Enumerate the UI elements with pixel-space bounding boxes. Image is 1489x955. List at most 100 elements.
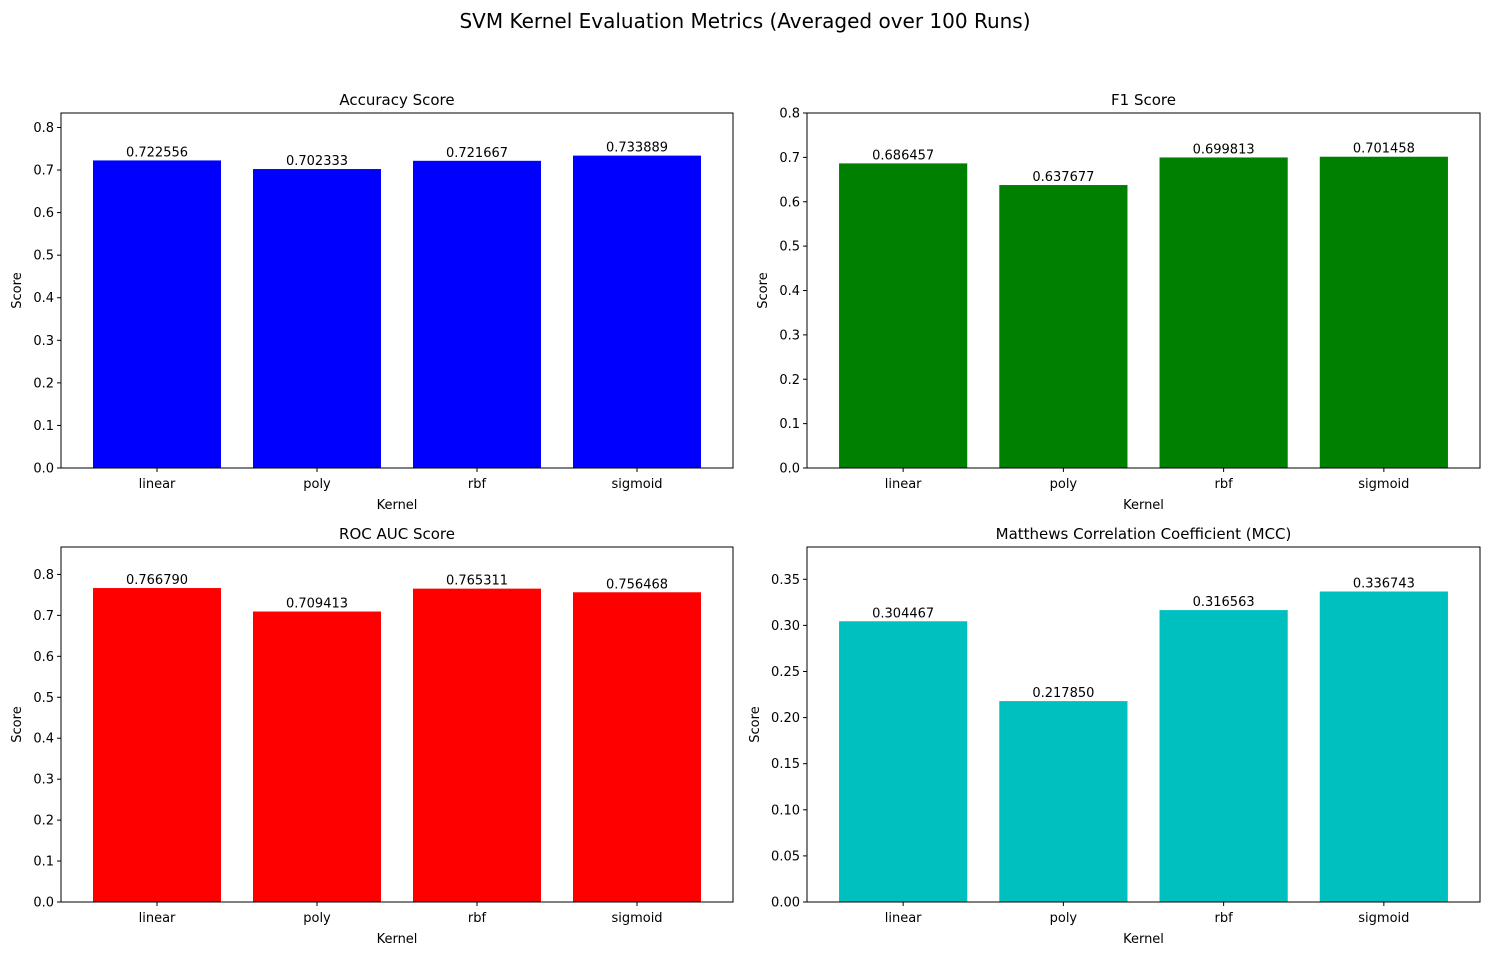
plot-frame-f1 — [806, 112, 1481, 469]
y-tick-label-accuracy: 0.3 — [33, 334, 54, 349]
bar-f1-poly — [999, 185, 1128, 469]
data-label-accuracy-sigmoid: 0.733889 — [606, 141, 668, 156]
bar-roc-auc-rbf — [413, 588, 541, 902]
bar-roc-auc-sigmoid — [573, 592, 701, 902]
y-tick-label-accuracy: 0.1 — [33, 419, 54, 434]
x-tick-label-accuracy-rbf: rbf — [468, 477, 487, 492]
x-axis-label-f1: Kernel — [1123, 498, 1164, 513]
y-tick-label-roc-auc: 0.1 — [33, 855, 54, 870]
bar-roc-auc-poly — [253, 611, 381, 902]
x-tick-label-f1-rbf: rbf — [1215, 477, 1234, 492]
y-tick-label-roc-auc: 0.8 — [33, 568, 54, 583]
x-tick-label-f1-linear: linear — [885, 477, 922, 492]
y-tick-label-mcc: 0.30 — [771, 619, 800, 634]
y-tick-label-f1: 0.4 — [779, 284, 800, 299]
y-axis-label-roc-auc: Score — [10, 706, 25, 742]
y-tick-label-mcc: 0.10 — [771, 803, 800, 818]
x-tick-label-f1-poly: poly — [1050, 477, 1078, 492]
data-label-roc-auc-sigmoid: 0.756468 — [606, 577, 668, 592]
x-axis-label-mcc: Kernel — [1123, 932, 1164, 947]
bar-f1-linear — [839, 163, 968, 468]
data-label-roc-auc-rbf: 0.765311 — [446, 574, 508, 589]
y-tick-label-accuracy: 0.8 — [33, 121, 54, 136]
y-tick-label-f1: 0.8 — [779, 107, 800, 122]
data-label-f1-rbf: 0.699813 — [1193, 142, 1255, 157]
bar-f1-sigmoid — [1319, 156, 1448, 468]
data-label-f1-linear: 0.686457 — [872, 148, 934, 163]
data-label-roc-auc-linear: 0.766790 — [126, 573, 188, 588]
x-tick-label-mcc-sigmoid: sigmoid — [1358, 911, 1409, 926]
bar-accuracy-linear — [93, 160, 221, 468]
chart-f1: F1 Score 0.686457 0.637677 0.699813 0.701458… — [756, 91, 1481, 513]
plot-frame-accuracy — [60, 112, 734, 469]
y-tick-label-roc-auc: 0.0 — [33, 896, 54, 911]
x-tick-label-accuracy-poly: poly — [303, 477, 331, 492]
x-tick-label-roc-auc-linear: linear — [139, 911, 176, 926]
y-tick-label-f1: 0.3 — [779, 328, 800, 343]
plot-frame-mcc — [806, 546, 1481, 903]
data-label-accuracy-linear: 0.722556 — [126, 145, 188, 160]
data-label-mcc-sigmoid: 0.336743 — [1353, 576, 1415, 591]
chart-title-f1: F1 Score — [1111, 91, 1176, 109]
bar-mcc-rbf — [1159, 610, 1288, 902]
bar-accuracy-rbf — [413, 160, 541, 468]
y-tick-label-roc-auc: 0.6 — [33, 650, 54, 665]
y-tick-label-accuracy: 0.4 — [33, 291, 54, 306]
chart-roc-auc: ROC AUC Score 0.766790 0.709413 0.765311 0.7… — [10, 525, 734, 947]
data-label-roc-auc-poly: 0.709413 — [286, 597, 348, 612]
y-tick-label-f1: 0.5 — [779, 240, 800, 255]
bar-mcc-poly — [999, 701, 1128, 902]
x-tick-label-mcc-rbf: rbf — [1215, 911, 1234, 926]
y-tick-label-f1: 0.1 — [779, 417, 800, 432]
data-label-mcc-poly: 0.217850 — [1032, 686, 1094, 701]
y-tick-label-roc-auc: 0.5 — [33, 691, 54, 706]
y-tick-label-mcc: 0.05 — [771, 849, 800, 864]
y-tick-label-accuracy: 0.2 — [33, 376, 54, 391]
x-axis-label-roc-auc: Kernel — [377, 932, 418, 947]
y-tick-label-mcc: 0.35 — [771, 573, 800, 588]
y-axis-label-mcc: Score — [748, 706, 763, 742]
y-tick-label-f1: 0.6 — [779, 195, 800, 210]
chart-accuracy: Accuracy Score 0.722556 0.702333 0.721667 0.… — [10, 91, 734, 513]
y-tick-label-accuracy: 0.6 — [33, 206, 54, 221]
data-label-accuracy-poly: 0.702333 — [286, 154, 348, 169]
y-tick-label-roc-auc: 0.2 — [33, 814, 54, 829]
data-label-mcc-linear: 0.304467 — [872, 606, 934, 621]
chart-title-roc-auc: ROC AUC Score — [339, 525, 455, 543]
y-axis-label-f1: Score — [756, 272, 771, 308]
x-tick-label-roc-auc-sigmoid: sigmoid — [611, 911, 662, 926]
chart-mcc: Matthews Correlation Coefficient (MCC) 0.… — [748, 525, 1481, 947]
bar-roc-auc-linear — [93, 588, 221, 902]
y-tick-label-roc-auc: 0.3 — [33, 773, 54, 788]
data-label-f1-sigmoid: 0.701458 — [1353, 142, 1415, 157]
y-tick-label-mcc: 0.00 — [771, 896, 800, 911]
x-tick-label-roc-auc-poly: poly — [303, 911, 331, 926]
plot-frame-roc-auc — [60, 546, 734, 903]
x-tick-label-mcc-linear: linear — [885, 911, 922, 926]
x-tick-label-accuracy-linear: linear — [139, 477, 176, 492]
y-tick-label-roc-auc: 0.7 — [33, 609, 54, 624]
x-axis-label-accuracy: Kernel — [377, 498, 418, 513]
y-tick-label-mcc: 0.15 — [771, 757, 800, 772]
y-axis-label-accuracy: Score — [10, 272, 25, 308]
chart-panels: Accuracy Score 0.722556 0.702333 0.721667 0.… — [10, 91, 1481, 947]
data-label-accuracy-rbf: 0.721667 — [446, 146, 508, 161]
y-tick-label-accuracy: 0.7 — [33, 164, 54, 179]
data-label-f1-poly: 0.637677 — [1032, 170, 1094, 185]
x-tick-label-f1-sigmoid: sigmoid — [1358, 477, 1409, 492]
y-tick-label-f1: 0.7 — [779, 151, 800, 166]
bar-f1-rbf — [1159, 157, 1288, 468]
y-tick-label-mcc: 0.25 — [771, 665, 800, 680]
bar-accuracy-sigmoid — [573, 155, 701, 468]
chart-title-accuracy: Accuracy Score — [339, 91, 454, 109]
y-tick-label-f1: 0.2 — [779, 373, 800, 388]
y-tick-label-mcc: 0.20 — [771, 711, 800, 726]
figure-title: SVM Kernel Evaluation Metrics (Averaged … — [459, 9, 1030, 33]
x-tick-label-roc-auc-rbf: rbf — [468, 911, 487, 926]
x-tick-label-mcc-poly: poly — [1050, 911, 1078, 926]
y-tick-label-accuracy: 0.5 — [33, 249, 54, 264]
x-tick-label-accuracy-sigmoid: sigmoid — [611, 477, 662, 492]
y-tick-label-f1: 0.0 — [779, 462, 800, 477]
bar-accuracy-poly — [253, 169, 381, 469]
